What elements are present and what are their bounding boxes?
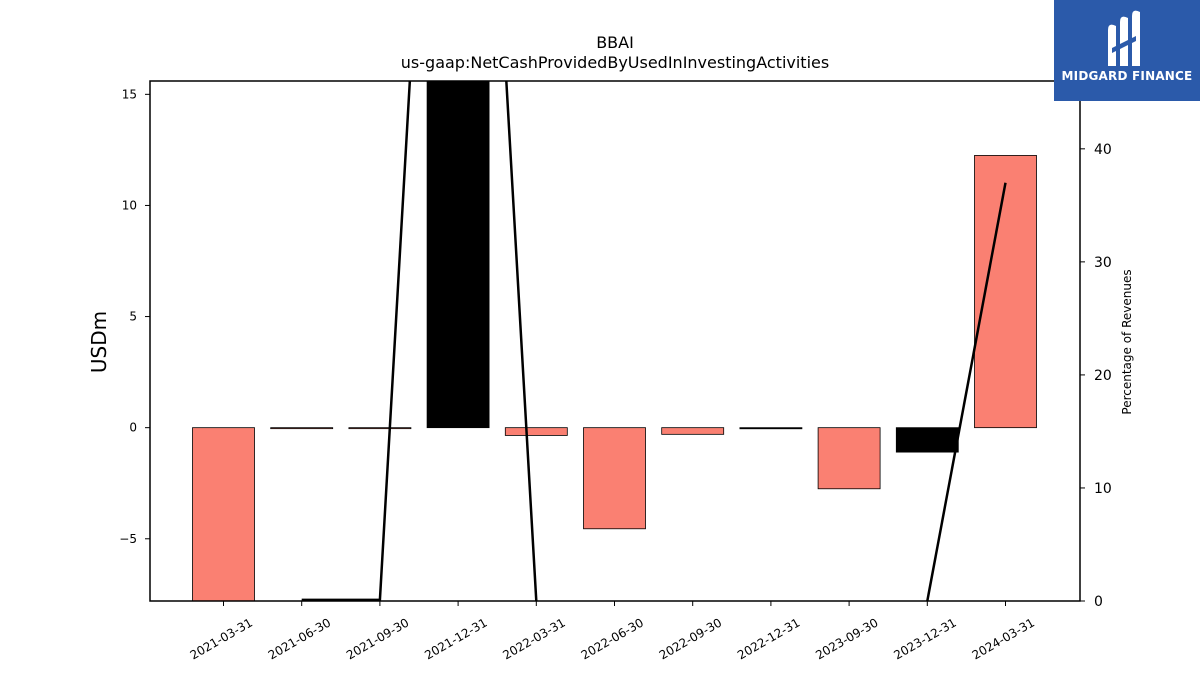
y2-tick-label: 30 <box>1094 255 1112 271</box>
percent-line-series <box>301 81 1007 601</box>
y2-axis-label: Percentage of Revenues <box>1120 269 1134 414</box>
y2-tick-label: 20 <box>1094 368 1112 384</box>
percent-line-segment-0 <box>301 81 538 601</box>
bar-2022-09-30 <box>661 427 725 435</box>
bar-2022-06-30 <box>583 427 646 530</box>
y2-tick-label: 10 <box>1094 481 1112 497</box>
bar-series <box>192 81 1037 601</box>
y2-tick-label: 0 <box>1094 594 1103 610</box>
percent-line-segment-1 <box>926 182 1007 601</box>
x-tick-label: 2023-09-30 <box>813 615 880 662</box>
x-tick-label: 2021-09-30 <box>344 615 411 662</box>
x-tick-label: 2021-12-31 <box>422 615 489 662</box>
x-tick-label: 2021-03-31 <box>188 615 255 662</box>
y2-tick-label: 40 <box>1094 142 1112 158</box>
bar-2021-12-31 <box>426 81 490 429</box>
logo-text: MIDGARD FINANCE <box>1061 69 1193 83</box>
x-tick-label: 2022-06-30 <box>579 615 646 662</box>
bar-2023-09-30 <box>817 427 881 490</box>
midgard-finance-logo: MIDGARD FINANCE <box>1054 0 1200 101</box>
bar-2024-03-31 <box>974 155 1037 429</box>
midgard-logo-icon <box>1108 10 1140 67</box>
bar-2021-06-30 <box>270 427 334 430</box>
y-tick-label: 10 <box>122 198 137 212</box>
y-axis-label: USDm <box>87 311 111 373</box>
bar-2022-12-31 <box>739 427 803 430</box>
x-tick-label: 2021-06-30 <box>266 615 333 662</box>
x-tick-label: 2024-03-31 <box>970 615 1037 662</box>
chart-subtitle: us-gaap:NetCashProvidedByUsedInInvesting… <box>401 53 829 72</box>
bar-2021-03-31 <box>192 427 255 601</box>
x-tick-label: 2022-12-31 <box>735 615 802 662</box>
bar-2021-09-30 <box>348 427 412 430</box>
y-tick-label: 0 <box>129 421 137 435</box>
x-tick-label: 2022-09-30 <box>657 615 724 662</box>
bar-2023-12-31 <box>895 427 959 453</box>
x-tick-label: 2022-03-31 <box>500 615 567 662</box>
y-tick-label: −5 <box>119 532 137 546</box>
chart-title: BBAI <box>596 33 634 52</box>
y-tick-label: 15 <box>122 87 137 101</box>
bar-2022-03-31 <box>504 427 568 436</box>
y-tick-label: 5 <box>129 310 137 324</box>
x-tick-label: 2023-12-31 <box>891 615 958 662</box>
